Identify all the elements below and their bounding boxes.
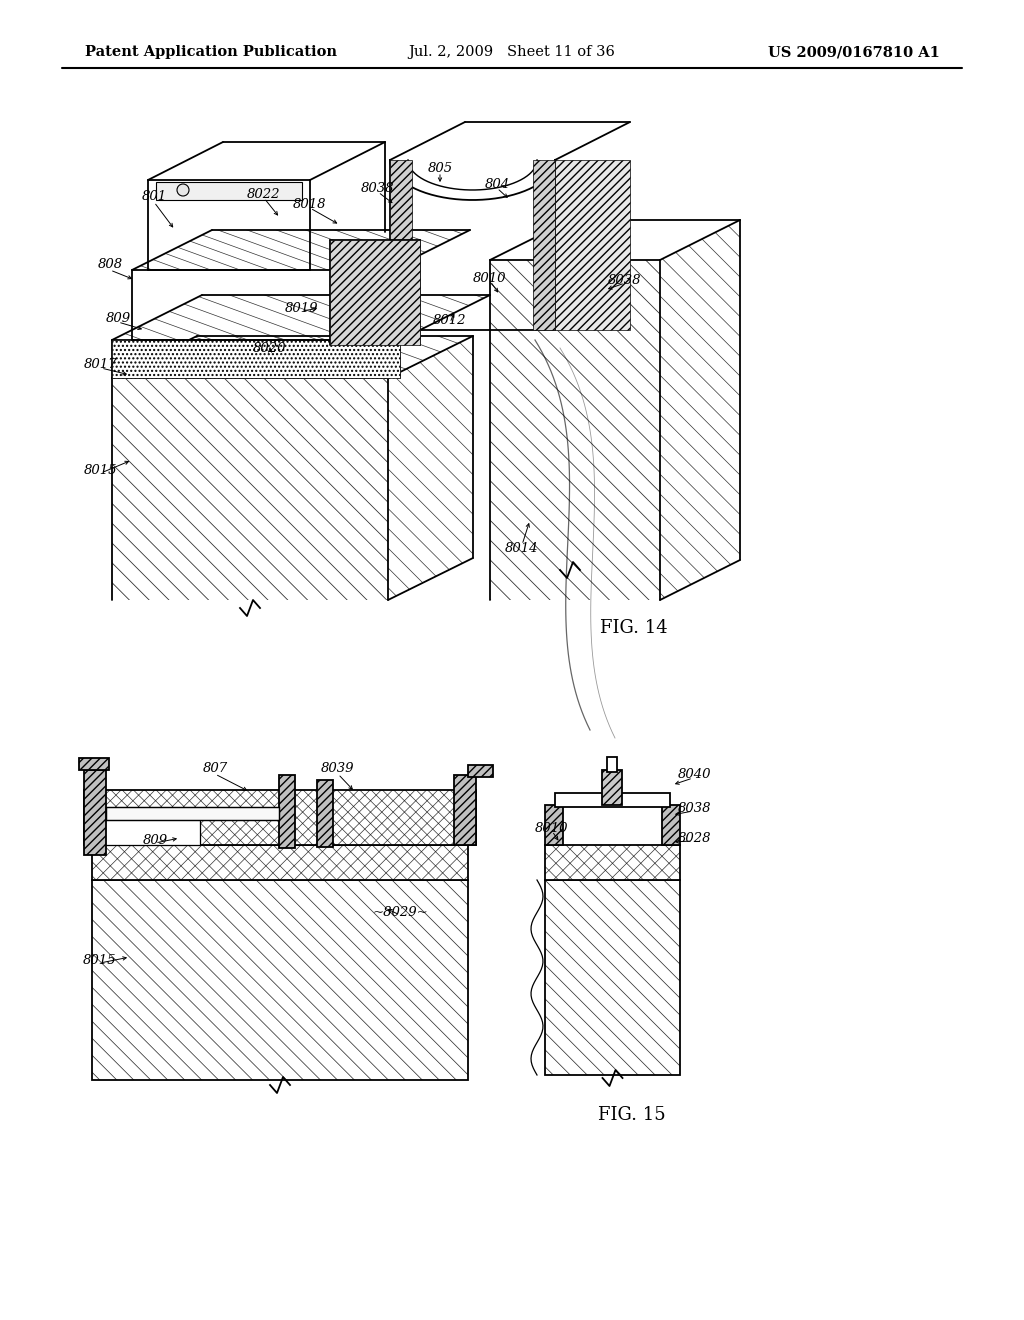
- Text: 8038: 8038: [361, 181, 394, 194]
- Bar: [92, 845, 468, 880]
- Circle shape: [177, 183, 189, 195]
- Text: 8038: 8038: [678, 801, 712, 814]
- Bar: [84, 789, 476, 845]
- Text: 8019: 8019: [286, 301, 318, 314]
- Text: 8028: 8028: [678, 832, 712, 845]
- Text: 8022: 8022: [247, 189, 281, 202]
- Text: 809: 809: [142, 833, 168, 846]
- Text: 8018: 8018: [293, 198, 327, 211]
- Bar: [555, 160, 630, 330]
- Bar: [390, 160, 412, 330]
- Text: 805: 805: [427, 161, 453, 174]
- Text: 8039: 8039: [322, 762, 354, 775]
- Text: 8040: 8040: [678, 768, 712, 781]
- Bar: [468, 766, 493, 777]
- Bar: [104, 810, 200, 845]
- Bar: [156, 182, 302, 201]
- Text: 8017: 8017: [84, 359, 118, 371]
- Text: FIG. 15: FIG. 15: [598, 1106, 666, 1125]
- Text: 8020: 8020: [253, 342, 287, 355]
- Text: 8010: 8010: [536, 821, 568, 834]
- Bar: [534, 160, 555, 330]
- Text: 8015: 8015: [83, 953, 117, 966]
- Bar: [545, 845, 680, 880]
- Bar: [279, 775, 295, 847]
- Text: 8012: 8012: [433, 314, 467, 326]
- Bar: [317, 780, 333, 847]
- Bar: [545, 880, 680, 1074]
- Bar: [607, 756, 617, 772]
- Text: 807: 807: [203, 762, 227, 775]
- Bar: [545, 805, 563, 845]
- Bar: [106, 807, 279, 820]
- Text: US 2009/0167810 A1: US 2009/0167810 A1: [768, 45, 940, 59]
- Text: 8015: 8015: [84, 463, 118, 477]
- Text: 804: 804: [484, 178, 510, 191]
- Text: 8010: 8010: [473, 272, 507, 285]
- Bar: [79, 758, 109, 770]
- Text: 808: 808: [97, 259, 123, 272]
- Bar: [454, 775, 476, 845]
- Bar: [555, 793, 670, 807]
- Bar: [602, 770, 622, 805]
- Text: FIG. 14: FIG. 14: [600, 619, 668, 638]
- Text: 8038: 8038: [608, 273, 642, 286]
- Text: Patent Application Publication: Patent Application Publication: [85, 45, 337, 59]
- Bar: [330, 240, 420, 345]
- Text: 8014: 8014: [505, 541, 539, 554]
- Text: Jul. 2, 2009   Sheet 11 of 36: Jul. 2, 2009 Sheet 11 of 36: [409, 45, 615, 59]
- Text: 801: 801: [141, 190, 167, 202]
- Bar: [84, 770, 106, 855]
- Text: ~8029~: ~8029~: [372, 906, 428, 919]
- Bar: [92, 880, 468, 1080]
- Bar: [112, 341, 400, 378]
- Text: 809: 809: [105, 312, 131, 325]
- Bar: [662, 805, 680, 845]
